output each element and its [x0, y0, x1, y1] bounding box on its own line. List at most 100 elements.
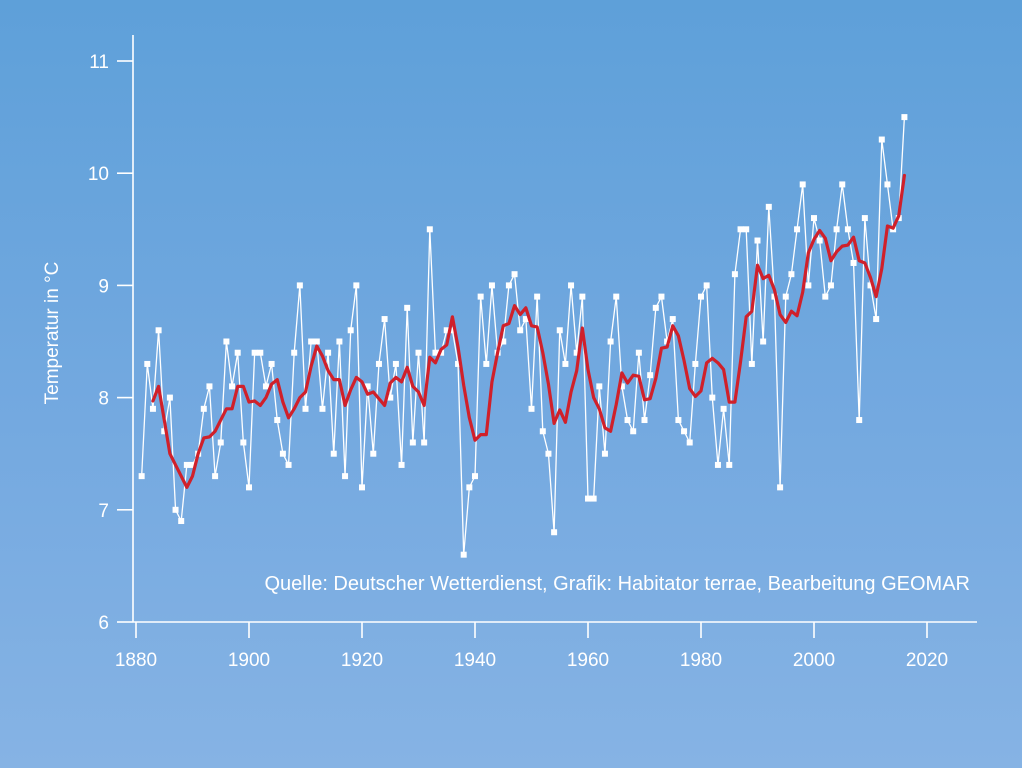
- annual-temperature-point: [240, 439, 247, 446]
- annual-temperature-point: [262, 383, 269, 390]
- annual-temperature-point: [641, 417, 648, 424]
- x-tick-label: 1920: [341, 650, 383, 671]
- annual-temperature-point: [189, 461, 196, 468]
- annual-temperature-point: [477, 293, 484, 300]
- annual-temperature-point: [884, 181, 891, 188]
- annual-temperature-point: [788, 271, 795, 278]
- annual-temperature-point: [850, 259, 857, 266]
- annual-temperature-point: [737, 226, 744, 233]
- annual-temperature-point: [601, 450, 608, 457]
- annual-temperature-point: [709, 394, 716, 401]
- annual-temperature-point: [692, 360, 699, 367]
- annual-temperature-point: [686, 439, 693, 446]
- annual-temperature-point: [528, 405, 535, 412]
- annual-temperature-point: [404, 304, 411, 311]
- annual-temperature-point: [522, 316, 529, 323]
- annual-temperature-point: [336, 338, 343, 345]
- annual-temperature-point: [878, 136, 885, 143]
- annual-temperature-point: [206, 383, 213, 390]
- annual-temperature-point: [370, 450, 377, 457]
- annual-temperature-point: [246, 484, 252, 491]
- annual-temperature-point: [794, 226, 801, 233]
- annual-temperature-point: [432, 349, 439, 356]
- annual-temperature-point: [534, 293, 541, 300]
- annual-temperature-point: [579, 293, 586, 300]
- y-axis-title: Temperatur in °C: [42, 262, 63, 405]
- annual-temperature-point: [268, 360, 275, 367]
- x-tick-label: 1960: [567, 650, 609, 671]
- annual-temperature-point: [319, 405, 326, 412]
- annual-temperature-point: [607, 338, 614, 345]
- annual-temperature-point: [483, 360, 490, 367]
- annual-temperature-point: [635, 349, 642, 356]
- annual-temperature-point: [178, 518, 185, 525]
- annual-temperature-point: [364, 383, 371, 390]
- annual-temperature-point: [822, 293, 829, 300]
- annual-temperature-point: [409, 439, 416, 446]
- source-annotation: Quelle: Deutscher Wetterdienst, Grafik: …: [265, 573, 971, 595]
- annual-temperature-point: [443, 327, 450, 334]
- annual-temperature-point: [183, 461, 190, 468]
- annual-temperature-point: [562, 360, 569, 367]
- annual-temperature-point: [873, 316, 880, 323]
- annual-temperature-point: [743, 226, 750, 233]
- annual-temperature-point: [861, 215, 868, 222]
- annual-temperature-point: [539, 428, 546, 435]
- x-axis: 1880 1900 1920 1940 1960 1980 2000 2020: [115, 621, 977, 671]
- annual-temperature-point: [799, 181, 806, 188]
- annual-temperature-point: [573, 349, 580, 356]
- annual-temperature-point: [844, 226, 851, 233]
- annual-temperature-point: [681, 428, 688, 435]
- annual-temperature-point: [375, 360, 382, 367]
- annual-temperature-point: [867, 282, 874, 289]
- annual-temperature-point: [251, 349, 258, 356]
- annual-temperature-point: [545, 450, 552, 457]
- annual-temperature-point: [731, 271, 738, 278]
- annual-temperature-point: [856, 417, 863, 424]
- annual-temperature-point: [901, 114, 908, 121]
- annual-temperature-point: [777, 484, 784, 491]
- series-group: [138, 114, 908, 558]
- annual-temperature-point: [166, 394, 173, 401]
- annual-temperature-point: [714, 461, 721, 468]
- annual-temperature-point: [138, 473, 145, 480]
- annual-temperature-point: [556, 327, 563, 334]
- annual-temperature-point: [155, 327, 162, 334]
- annual-temperature-point: [505, 282, 512, 289]
- y-tick-label: 6: [98, 613, 109, 634]
- annual-temperature-point: [500, 338, 507, 345]
- annual-temperature-point: [342, 473, 349, 480]
- annual-temperature-point: [624, 417, 631, 424]
- annual-temperature-point: [517, 327, 524, 334]
- annual-temperature-point: [839, 181, 846, 188]
- y-tick-label: 8: [98, 389, 109, 410]
- x-tick-label: 1980: [680, 650, 722, 671]
- annual-temperature-point: [398, 461, 405, 468]
- annual-temperature-point: [568, 282, 575, 289]
- annual-temperature-point: [172, 506, 179, 513]
- annual-temperature-point: [455, 360, 462, 367]
- annual-temperature-point: [223, 338, 230, 345]
- annual-temperature-point: [274, 417, 281, 424]
- annual-temperature-point: [703, 282, 710, 289]
- annual-temperature-point: [698, 293, 704, 300]
- annual-temperature-point: [279, 450, 286, 457]
- annual-temperature-point: [313, 338, 320, 345]
- y-tick-label: 11: [89, 52, 109, 73]
- smoothed-temperature-line: [151, 173, 907, 489]
- annual-temperature-point: [144, 360, 151, 367]
- annual-temperature-point: [217, 439, 224, 446]
- annual-temperature-point: [257, 349, 264, 356]
- annual-temperature-point: [353, 282, 360, 289]
- annual-temperature-point: [415, 349, 422, 356]
- annual-temperature-point: [726, 461, 733, 468]
- annual-temperature-point: [590, 495, 597, 502]
- x-tick-label: 2000: [793, 650, 835, 671]
- annual-temperature-point: [308, 338, 315, 345]
- annual-temperature-point: [669, 316, 676, 323]
- annual-temperature-point: [652, 304, 659, 311]
- annual-temperature-point: [613, 293, 620, 300]
- annual-temperature-point: [630, 428, 637, 435]
- annual-temperature-point: [234, 349, 241, 356]
